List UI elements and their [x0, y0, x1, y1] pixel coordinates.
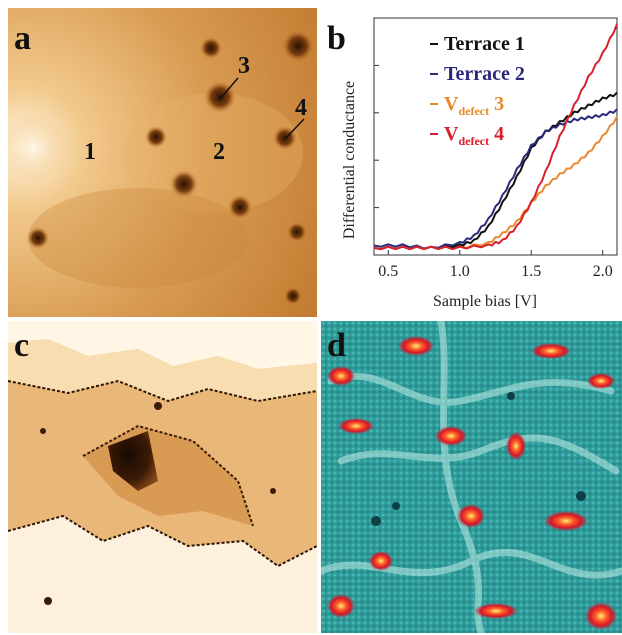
series-line-v-defect-4 — [373, 23, 618, 251]
legend-entry: Vdefect 3 — [444, 93, 504, 118]
series-line-terrace-2 — [373, 108, 618, 250]
panel-label-c: c — [14, 327, 30, 364]
spectra-chart: 0.5 1.0 1.5 2.0 Terrace 1 Terrace 2 Vdefect 3… — [341, 17, 618, 310]
pointer-line-3 — [218, 77, 239, 101]
hotspots — [327, 336, 617, 630]
x-axis-label: Sample bias [V] — [433, 293, 537, 310]
x-tick-label: 0.5 — [378, 263, 398, 280]
x-tick-label: 2.0 — [593, 263, 613, 280]
stm-topograph-c — [8, 321, 317, 633]
site-label-3: 3 — [238, 53, 250, 79]
x-tick-label: 1.0 — [450, 263, 470, 280]
legend-entry: Terrace 1 — [444, 33, 525, 55]
stm-topograph-a — [8, 8, 317, 317]
stm-image-panel-a: a 1 2 3 4 — [8, 8, 317, 317]
conductance-map-panel-d: d — [321, 321, 622, 633]
plot-frame — [373, 17, 618, 256]
pointer-line-4 — [285, 118, 305, 139]
site-label-2: 2 — [213, 139, 225, 165]
defect-pits — [27, 30, 314, 305]
dark-pit — [108, 431, 158, 491]
y-axis-label: Differential conductance — [341, 81, 358, 239]
legend-entry: Vdefect 4 — [444, 123, 504, 148]
site-label-1: 1 — [84, 139, 96, 165]
x-tick-label: 1.5 — [521, 263, 541, 280]
panel-label-d: d — [327, 327, 346, 364]
legend-entry: Terrace 2 — [444, 63, 525, 85]
stm-image-panel-c: c — [8, 321, 317, 633]
panel-label-b: b — [327, 20, 346, 57]
series-line-terrace-1 — [373, 91, 618, 251]
panel-label-a: a — [14, 20, 31, 57]
conductance-map-d — [321, 321, 622, 633]
spectra-chart-panel-b: 0.5 1.0 1.5 2.0 Terrace 1 Terrace 2 Vdefect 3… — [317, 8, 622, 317]
site-label-4: 4 — [295, 95, 307, 121]
